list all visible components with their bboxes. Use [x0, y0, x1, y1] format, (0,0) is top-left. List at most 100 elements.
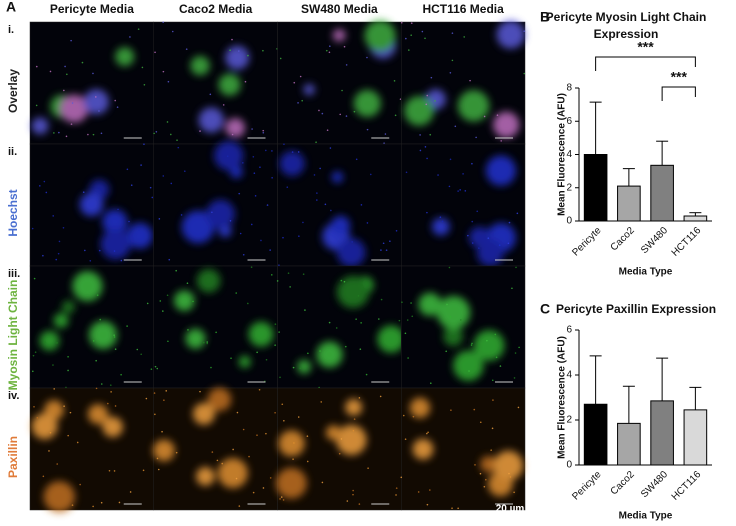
cell-blob	[336, 275, 370, 309]
x-tick-label: HCT116	[670, 225, 704, 259]
significance-bracket	[595, 56, 696, 71]
cell-blob	[336, 238, 366, 267]
speck	[271, 176, 273, 179]
speck	[279, 498, 281, 500]
cell-blob	[102, 416, 123, 438]
chart-title: Pericyte Myosin Light Chain	[546, 10, 707, 24]
speck	[242, 253, 245, 256]
speck	[450, 409, 452, 411]
speck	[42, 254, 44, 257]
bar	[583, 154, 608, 222]
cell-blob	[278, 430, 305, 457]
x-axis-label: Media Type	[619, 267, 673, 278]
speck	[494, 333, 497, 336]
speck	[355, 158, 358, 161]
speck	[316, 192, 318, 194]
speck	[48, 450, 50, 452]
speck	[145, 397, 148, 400]
cell-blob	[60, 94, 89, 123]
bar	[650, 164, 674, 222]
speck	[229, 49, 231, 52]
speck	[379, 395, 382, 398]
speck	[307, 352, 309, 355]
speck	[141, 66, 144, 69]
cell-blob	[377, 325, 405, 353]
cell-blob	[196, 467, 215, 486]
speck	[319, 167, 321, 170]
speck	[69, 411, 72, 414]
speck	[475, 136, 477, 139]
cell-blob	[61, 300, 75, 314]
speck	[516, 212, 519, 215]
speck	[238, 505, 241, 507]
speck	[82, 191, 85, 194]
speck	[143, 84, 146, 86]
speck	[156, 367, 159, 370]
speck	[445, 350, 447, 353]
cell-blob	[115, 47, 135, 67]
speck	[293, 442, 295, 444]
speck	[439, 216, 442, 219]
speck	[265, 149, 267, 152]
speck	[92, 505, 94, 508]
speck	[140, 164, 142, 166]
speck	[242, 428, 245, 431]
speck	[343, 45, 346, 48]
speck	[298, 235, 300, 237]
cells	[279, 150, 366, 267]
speck	[429, 489, 431, 491]
cell-blob	[238, 355, 251, 368]
speck	[70, 39, 72, 42]
speck	[479, 421, 482, 424]
cells	[39, 271, 118, 351]
speck	[166, 121, 169, 123]
speck	[278, 264, 280, 266]
speck	[113, 470, 116, 472]
speck	[411, 315, 414, 318]
speck	[491, 379, 494, 382]
speck	[120, 259, 123, 262]
speck	[71, 504, 74, 506]
speck	[321, 481, 324, 484]
speck	[346, 500, 349, 502]
speck	[92, 72, 94, 75]
speck	[250, 223, 253, 226]
speck	[283, 143, 285, 145]
speck	[203, 341, 205, 344]
cell-blob	[409, 397, 431, 418]
speck	[408, 49, 410, 51]
speck	[67, 369, 69, 372]
speck	[260, 239, 262, 242]
y-tick-label: 6	[566, 325, 572, 336]
speck	[389, 240, 391, 243]
speck	[118, 501, 121, 504]
speck	[339, 113, 342, 116]
speck	[513, 377, 516, 379]
cell-blob	[353, 89, 381, 118]
speck	[357, 295, 360, 297]
speck	[496, 114, 499, 116]
speck	[358, 397, 361, 399]
cell-blob	[196, 269, 221, 293]
speck	[161, 430, 163, 433]
speck	[170, 133, 172, 136]
speck	[513, 491, 515, 494]
speck	[114, 99, 117, 102]
cell-blob	[431, 217, 450, 236]
speck	[36, 416, 39, 419]
speck	[426, 211, 428, 214]
speck	[252, 155, 255, 158]
cell-blob	[468, 226, 491, 248]
speck	[449, 72, 452, 74]
speck	[451, 32, 454, 34]
speck	[177, 146, 180, 149]
y-tick-label: 2	[566, 415, 572, 426]
bar	[617, 185, 641, 222]
speck	[485, 478, 487, 481]
speck	[449, 316, 452, 318]
speck	[256, 434, 258, 436]
bar	[583, 403, 608, 466]
speck	[319, 350, 321, 352]
cell-blob	[39, 330, 60, 351]
speck	[280, 496, 283, 498]
